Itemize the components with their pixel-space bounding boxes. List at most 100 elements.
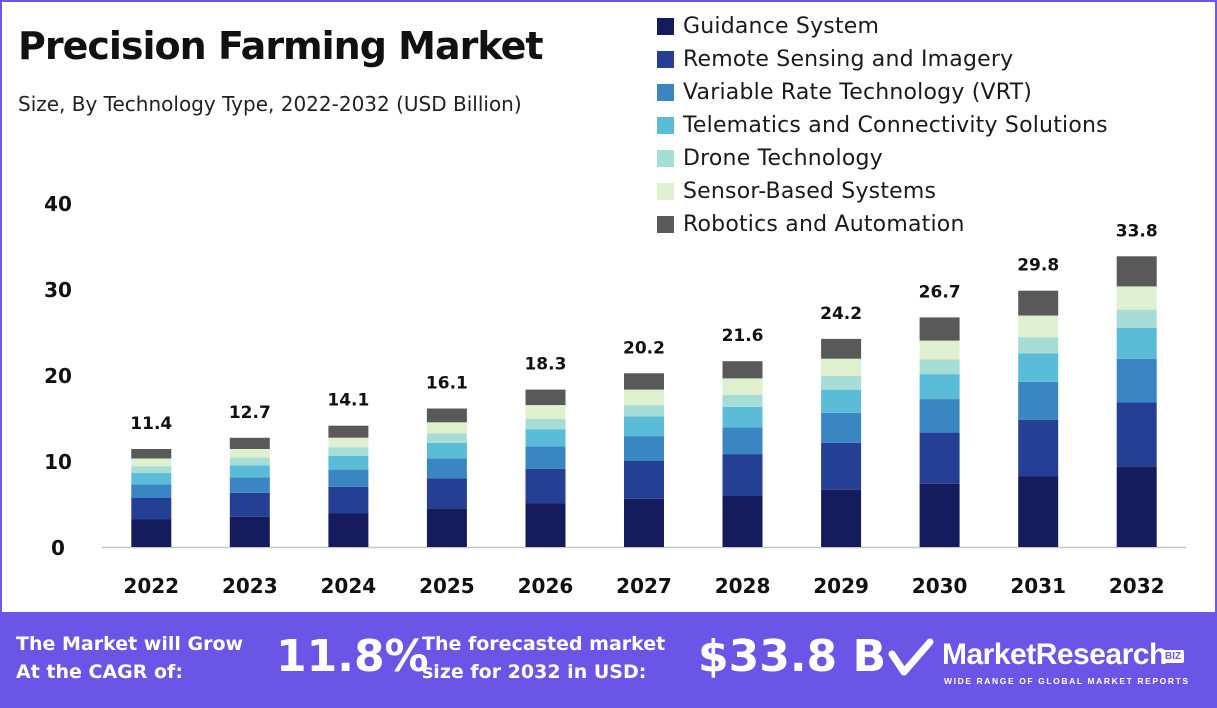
- legend-swatch: [657, 84, 674, 101]
- legend-item: Variable Rate Technology (VRT): [657, 76, 1108, 109]
- bar-segment: [919, 374, 960, 399]
- bar-segment: [328, 437, 369, 448]
- bar-segment: [919, 359, 960, 375]
- bar-segment: [426, 442, 467, 459]
- bar-segment: [624, 389, 664, 406]
- bar-segment: [1018, 290, 1059, 316]
- bar-segment: [229, 492, 270, 517]
- x-tick-label: 2027: [616, 574, 672, 598]
- bar-segment: [624, 436, 664, 461]
- x-tick-label: 2030: [912, 574, 968, 598]
- brand-tagline: WIDE RANGE OF GLOBAL MARKET REPORTS: [944, 676, 1190, 686]
- x-tick-label: 2024: [321, 574, 377, 598]
- legend-item: Sensor-Based Systems: [657, 175, 1108, 208]
- bar-segment: [722, 378, 763, 395]
- bar-segment: [426, 478, 467, 509]
- bar-segment: [1116, 256, 1157, 287]
- bar-total-label: 11.4: [130, 414, 172, 434]
- summary-banner: The Market will Grow At the CAGR of: 11.…: [0, 612, 1217, 708]
- bar-segment: [1116, 466, 1157, 547]
- bar-segment: [919, 432, 960, 484]
- legend-swatch: [657, 150, 674, 167]
- bar-segment: [328, 486, 369, 514]
- y-tick-label: 10: [44, 450, 72, 474]
- bar-segment: [229, 449, 270, 458]
- bar-segment: [624, 416, 664, 437]
- bar-segment: [131, 449, 172, 459]
- cagr-label-line1: The Market will Grow: [16, 633, 244, 655]
- bar-segment: [131, 484, 172, 498]
- bar-segment: [1116, 309, 1157, 328]
- x-tick-label: 2025: [419, 574, 475, 598]
- bar-segment: [131, 466, 172, 474]
- bar-segment: [624, 405, 664, 417]
- bar-segment: [624, 373, 664, 390]
- bar-segment: [722, 394, 763, 407]
- bar-segment: [1018, 315, 1059, 338]
- bar-segment: [426, 408, 467, 423]
- legend-swatch: [657, 117, 674, 134]
- bar-segment: [525, 389, 566, 406]
- bar-segment: [821, 442, 862, 490]
- x-tick-label: 2026: [518, 574, 574, 598]
- forecast-label-line1: The forecasted market: [422, 633, 666, 655]
- legend-label: Remote Sensing and Imagery: [683, 47, 1014, 72]
- bar-segment: [919, 483, 960, 547]
- legend-label: Telematics and Connectivity Solutions: [683, 113, 1108, 138]
- bar-segment: [328, 425, 369, 438]
- legend-item: Robotics and Automation: [657, 208, 1108, 241]
- bar-segment: [525, 429, 566, 447]
- bar-segment: [426, 508, 467, 547]
- bar-total-label: 20.2: [623, 338, 665, 358]
- bar-segment: [1116, 327, 1157, 359]
- y-tick-label: 20: [44, 364, 72, 388]
- legend-item: Remote Sensing and Imagery: [657, 43, 1108, 76]
- bar-segment: [722, 495, 763, 547]
- x-tick-label: 2031: [1010, 574, 1066, 598]
- chart-title: Precision Farming Market: [18, 24, 544, 68]
- bar-segment: [919, 317, 960, 341]
- bar-segment: [722, 427, 763, 455]
- bar-segment: [624, 498, 664, 547]
- bar-segment: [131, 519, 172, 547]
- bar-total-label: 33.8: [1116, 221, 1158, 241]
- x-tick-label: 2032: [1109, 574, 1165, 598]
- bar-segment: [919, 399, 960, 433]
- bar-segment: [131, 458, 172, 467]
- bar-segment: [525, 446, 566, 469]
- bar-segment: [328, 513, 369, 547]
- bar-segment: [229, 516, 270, 547]
- bar-segment: [722, 361, 763, 379]
- bar-segment: [229, 437, 270, 449]
- bar-segment: [328, 455, 369, 470]
- brand-badge: BIZ: [1162, 650, 1185, 663]
- bar-total-label: 12.7: [229, 403, 271, 423]
- bar-segment: [821, 489, 862, 547]
- bar-total-label: 26.7: [919, 282, 961, 302]
- bar-segment: [624, 461, 664, 499]
- y-tick-label: 0: [51, 536, 65, 560]
- bar-segment: [722, 454, 763, 496]
- bar-segment: [131, 473, 172, 485]
- bar-total-label: 14.1: [327, 391, 369, 411]
- y-tick-label: 40: [44, 192, 72, 216]
- bar-segment: [525, 405, 566, 419]
- legend-swatch: [657, 183, 674, 200]
- legend-label: Guidance System: [683, 14, 880, 39]
- bar-segment: [1116, 286, 1157, 310]
- bar-segment: [821, 412, 862, 443]
- bar-segment: [525, 418, 566, 430]
- bar-segment: [426, 458, 467, 479]
- bar-segment: [328, 469, 369, 487]
- legend-item: Guidance System: [657, 10, 1108, 43]
- brand-checkmark-icon: [888, 638, 934, 676]
- stacked-bar-chart: 01020304011.4202212.7202314.1202416.1202…: [44, 192, 1186, 598]
- chart-subtitle: Size, By Technology Type, 2022-2032 (USD…: [18, 92, 522, 116]
- brand-name: MarketResearch: [942, 638, 1167, 671]
- bar-segment: [426, 422, 467, 434]
- chart-legend: Guidance System Remote Sensing and Imager…: [657, 10, 1108, 241]
- bar-segment: [426, 433, 467, 443]
- bar-segment: [1018, 476, 1059, 547]
- bar-segment: [525, 503, 566, 547]
- cagr-value: 11.8%: [276, 631, 429, 682]
